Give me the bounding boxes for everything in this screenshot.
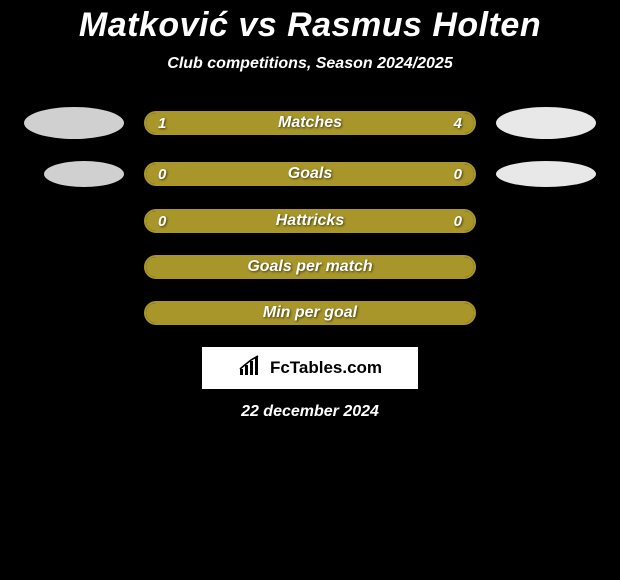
- stat-label: Matches: [146, 113, 474, 133]
- stat-label: Goals per match: [146, 257, 474, 277]
- subtitle: Club competitions, Season 2024/2025: [0, 55, 620, 73]
- stat-row-gpm: Goals per match: [0, 255, 620, 279]
- avatar-right: [496, 107, 596, 139]
- avatar-right: [496, 161, 596, 187]
- stat-bar-matches: 14Matches: [144, 111, 476, 135]
- stat-bar-mpg: Min per goal: [144, 301, 476, 325]
- chart-icon: [238, 355, 264, 382]
- branding-text: FcTables.com: [270, 358, 382, 378]
- stat-label: Goals: [146, 164, 474, 184]
- stat-bar-goals: 00Goals: [144, 162, 476, 186]
- stat-row-matches: 14Matches: [0, 107, 620, 139]
- stats-rows: 14Matches 00Goals 00Hattricks Goals per mat…: [0, 107, 620, 325]
- page-title: Matković vs Rasmus Holten: [0, 6, 620, 45]
- stat-row-goals: 00Goals: [0, 161, 620, 187]
- stat-label: Hattricks: [146, 211, 474, 231]
- stat-bar-gpm: Goals per match: [144, 255, 476, 279]
- avatar-left: [44, 161, 124, 187]
- avatar-left: [24, 107, 124, 139]
- stat-row-mpg: Min per goal: [0, 301, 620, 325]
- branding-box[interactable]: FcTables.com: [202, 347, 418, 389]
- stat-row-hattricks: 00Hattricks: [0, 209, 620, 233]
- date-label: 22 december 2024: [0, 403, 620, 421]
- comparison-widget: Matković vs Rasmus Holten Club competiti…: [0, 0, 620, 580]
- stat-bar-hattricks: 00Hattricks: [144, 209, 476, 233]
- stat-label: Min per goal: [146, 303, 474, 323]
